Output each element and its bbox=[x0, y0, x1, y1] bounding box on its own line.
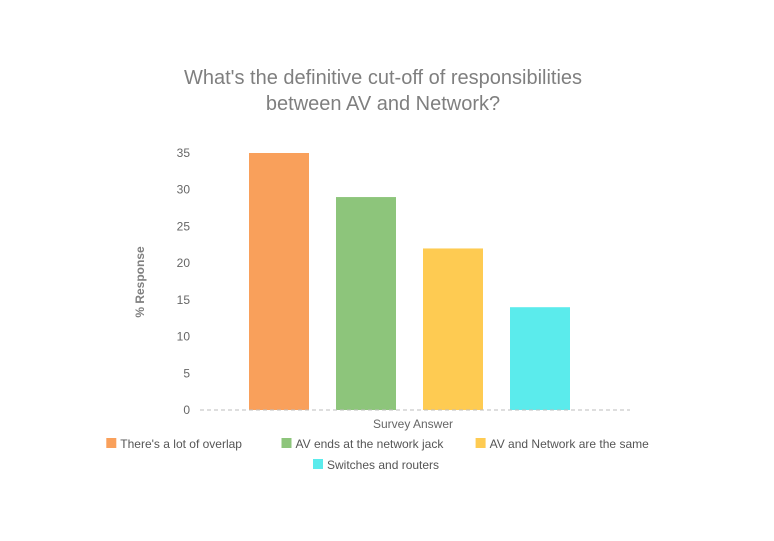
y-axis-ticks: 0 5 10 15 20 25 30 35 bbox=[177, 146, 191, 417]
bar-4 bbox=[510, 307, 570, 410]
legend-swatch-3 bbox=[475, 438, 486, 448]
x-axis-label: Survey Answer bbox=[373, 417, 453, 431]
y-tick-label: 0 bbox=[183, 403, 190, 417]
y-axis-label: % Response bbox=[133, 246, 147, 318]
legend-label-1: There's a lot of overlap bbox=[120, 437, 242, 451]
legend-swatch-1 bbox=[106, 438, 117, 448]
legend-label-4: Switches and routers bbox=[327, 458, 439, 472]
chart-title-line-2: between AV and Network? bbox=[266, 93, 500, 115]
legend-swatch-4 bbox=[313, 459, 323, 469]
bar-1 bbox=[249, 153, 309, 410]
y-tick-label: 15 bbox=[177, 293, 191, 307]
y-tick-label: 30 bbox=[177, 183, 191, 197]
y-tick-label: 5 bbox=[183, 366, 190, 380]
y-tick-label: 10 bbox=[177, 330, 191, 344]
bar-2 bbox=[336, 197, 396, 410]
y-tick-label: 25 bbox=[177, 219, 191, 233]
legend-label-3: AV and Network are the same bbox=[490, 437, 650, 451]
legend-swatch-2 bbox=[281, 438, 292, 448]
legend-label-2: AV ends at the network jack bbox=[296, 437, 445, 451]
y-tick-label: 20 bbox=[177, 256, 191, 270]
bar-3 bbox=[423, 248, 483, 410]
y-tick-label: 35 bbox=[177, 146, 191, 160]
bars-group bbox=[249, 153, 570, 410]
chart-title-line-1: What's the definitive cut-off of respons… bbox=[184, 67, 582, 89]
legend: There's a lot of overlap AV ends at the n… bbox=[106, 437, 649, 472]
